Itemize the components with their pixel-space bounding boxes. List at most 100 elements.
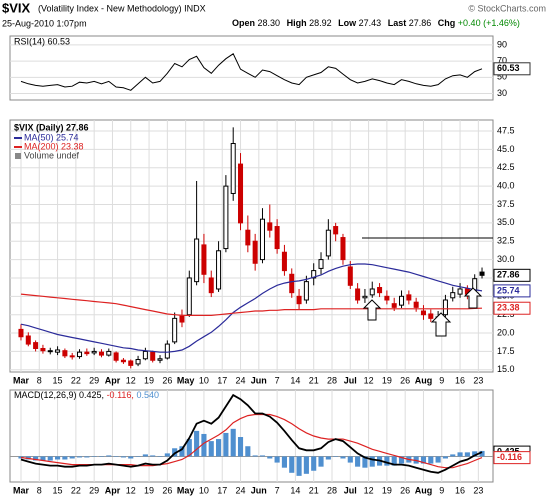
x-tick-label: 12 (364, 375, 374, 385)
histogram-bar (362, 456, 368, 468)
histogram-bar (464, 452, 470, 457)
y-tick-label: 90 (497, 39, 507, 49)
x-tick-label: 10 (199, 375, 209, 385)
histogram-bar (479, 450, 485, 457)
y-tick-label: 50 (497, 72, 507, 82)
histogram-bar (113, 456, 119, 457)
histogram-bar (398, 456, 405, 464)
x-tick-label: 24 (236, 375, 246, 385)
histogram-bar (120, 456, 126, 458)
candle-body (391, 303, 397, 308)
candle-body (142, 350, 148, 360)
value-label: 23.38 (497, 303, 520, 313)
quote-label: Last (388, 18, 407, 28)
candle-body (428, 313, 434, 319)
price-title: $VIX (Daily) 27.86 (14, 122, 89, 132)
x-tick-label: Apr (105, 485, 121, 495)
quote-value: 28.30 (258, 18, 281, 28)
value-box (493, 62, 531, 76)
x-tick-label: Jul (344, 375, 357, 385)
quote-label: High (287, 18, 307, 28)
x-tick-label: 23 (473, 485, 483, 495)
y-tick-label: 37.5 (497, 199, 515, 209)
quote-label: Low (338, 18, 357, 28)
line (20, 413, 483, 469)
x-tick-label: 9 (439, 375, 444, 385)
candle-body (259, 218, 265, 261)
quote-value: 27.86 (409, 18, 432, 28)
x-tick-label: Apr (105, 375, 121, 385)
x-tick-label: 16 (455, 485, 465, 495)
x-tick-label: 22 (71, 485, 81, 495)
x-tick-label: 16 (455, 375, 465, 385)
candle-body (157, 358, 163, 361)
value-box (493, 284, 531, 298)
symbol-name: (Volatility Index - New Methodology) IND… (38, 3, 206, 13)
histogram-bar (259, 455, 266, 457)
candle-body (303, 281, 309, 301)
histogram-bar (355, 456, 361, 467)
y-tick-label: 47.5 (497, 125, 515, 135)
histogram-bar (33, 456, 39, 461)
candle-body (296, 295, 302, 305)
x-tick-label: Aug (415, 485, 433, 495)
histogram-bar (333, 456, 339, 457)
x-tick-label: 21 (309, 485, 319, 495)
x-tick-label: 28 (327, 375, 337, 385)
y-tick-label: 40.0 (497, 180, 515, 190)
y-tick-label: 17.5 (497, 346, 515, 356)
histogram-bar (420, 456, 427, 464)
histogram-bar (274, 456, 280, 463)
candle-body (406, 294, 412, 301)
histogram-bar (157, 456, 163, 457)
x-tick-label: 7 (275, 485, 280, 495)
y-tick-label: 35.0 (497, 217, 515, 227)
histogram-bar (186, 439, 192, 457)
x-tick-label: May (177, 485, 195, 495)
histogram-bar (150, 455, 156, 457)
x-tick-label: Mar (13, 485, 30, 495)
x-tick-label: 19 (382, 375, 392, 385)
histogram-bar (135, 456, 141, 457)
candle-body (172, 317, 178, 343)
candle-body (355, 288, 361, 301)
candle-body (25, 335, 31, 345)
x-tick-label: Jun (251, 375, 267, 385)
y-tick-label: 30.0 (497, 254, 515, 264)
candle-body (106, 350, 112, 356)
y-tick-label: 70 (497, 55, 507, 65)
x-tick-label: 15 (53, 375, 63, 385)
histogram-bar (428, 456, 434, 464)
legend-entry: MA(50) 25.74 (24, 132, 79, 142)
value-label: 60.53 (497, 63, 520, 73)
histogram-bar (208, 441, 214, 457)
x-tick-label: 14 (290, 485, 300, 495)
x-tick-label: 24 (236, 485, 246, 495)
line (20, 53, 483, 91)
histogram-bar (194, 430, 200, 457)
candle-body (281, 251, 287, 272)
candle-body (252, 240, 258, 264)
candle-body (91, 350, 97, 354)
y-tick-label: 30 (497, 88, 507, 98)
x-tick-label: May (177, 375, 195, 385)
histogram-bar (347, 456, 353, 463)
x-tick-label: 12 (126, 485, 136, 495)
histogram-bar (252, 455, 258, 457)
candle-body (267, 222, 273, 231)
x-tick-label: 15 (53, 485, 63, 495)
histogram-bar (325, 456, 331, 460)
candle-body (325, 229, 331, 257)
line (20, 293, 483, 316)
candle-body (201, 244, 207, 275)
histogram-bar (128, 456, 134, 459)
legend-entry: Volume undef (24, 150, 80, 160)
histogram-bar (106, 455, 112, 457)
histogram-bar (216, 439, 222, 457)
histogram-bar (281, 456, 287, 468)
candle-body (223, 185, 229, 250)
x-tick-label: 26 (400, 375, 410, 385)
candle-body (62, 350, 68, 357)
candle-body (186, 277, 192, 316)
histogram-bar (296, 456, 302, 476)
